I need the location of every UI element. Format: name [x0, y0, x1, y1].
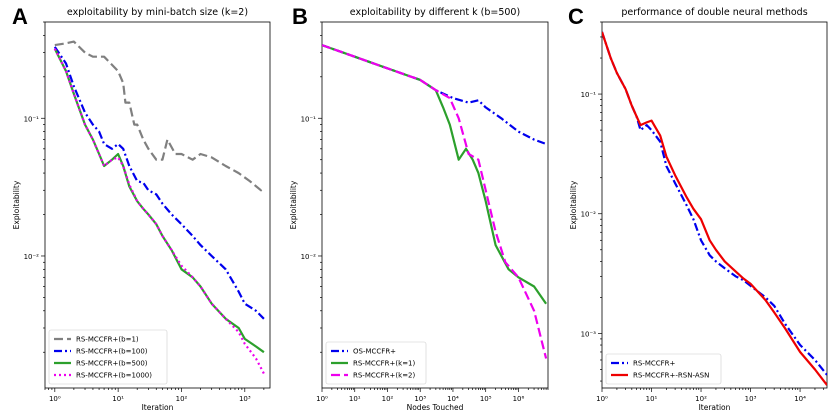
legend-entry: RS-MCCFR+(k=1) — [353, 360, 416, 368]
series-line-3 — [53, 48, 265, 354]
legend-entry: RS-MCCFR+(k=2) — [353, 372, 416, 380]
legend-box — [325, 341, 427, 385]
series-line-1 — [54, 40, 265, 192]
x-tick-label: 10³ — [239, 395, 251, 403]
y-axis-label: Exploitability — [289, 180, 298, 229]
panel-letter: A — [12, 4, 28, 29]
y-tick-label: 10⁻¹ — [301, 115, 317, 123]
series-line-2 — [53, 46, 265, 320]
x-tick-label: 10⁰ — [596, 395, 608, 403]
x-tick-label: 10⁴ — [794, 395, 806, 403]
series-line-2 — [322, 44, 548, 305]
panel-letter: C — [568, 4, 584, 29]
x-tick-label: 10² — [382, 395, 394, 403]
x-tick-label: 10⁴ — [447, 395, 459, 403]
x-axis-label: Iteration — [142, 403, 174, 412]
legend-entry: OS-MCCFR+ — [353, 348, 396, 356]
legend-box — [605, 353, 722, 385]
y-axis-label: Exploitability — [569, 180, 578, 229]
series-line-3 — [322, 44, 548, 359]
x-tick-label: 10⁰ — [316, 395, 328, 403]
x-tick-label: 10⁶ — [513, 395, 525, 403]
y-tick-label: 10⁻¹ — [24, 115, 40, 123]
axes-frame — [601, 21, 828, 389]
x-axis-label: Iteration — [699, 403, 731, 412]
x-tick-label: 10⁵ — [480, 395, 492, 403]
panel-letter: B — [292, 4, 308, 29]
legend-box — [48, 329, 168, 385]
x-tick-label: 10² — [695, 395, 707, 403]
series-line-1 — [322, 44, 547, 146]
chart-title: performance of double neural methods — [621, 7, 807, 18]
legend-entry: RS-MCCFR+(b=100) — [76, 348, 148, 356]
x-tick-label: 10² — [176, 395, 188, 403]
y-tick-label: 10⁻³ — [581, 330, 597, 338]
y-axis-label: Exploitability — [12, 180, 21, 229]
chart-title: exploitability by mini-batch size (k=2) — [67, 7, 248, 18]
chart-title: exploitability by different k (b=500) — [350, 7, 520, 18]
x-tick-label: 10³ — [414, 395, 426, 403]
legend-entry: RS-MCCFR+-RSN-ASN — [633, 372, 709, 380]
x-tick-label: 10³ — [745, 395, 757, 403]
series-line-1 — [602, 31, 827, 376]
y-tick-label: 10⁻² — [24, 253, 40, 261]
y-tick-label: 10⁻² — [581, 211, 597, 219]
x-axis-label: Nodes Touched — [407, 403, 464, 412]
axes-frame — [321, 21, 549, 389]
y-tick-label: 10⁻¹ — [581, 91, 597, 99]
x-tick-label: 10¹ — [349, 395, 361, 403]
legend-entry: RS-MCCFR+ — [633, 360, 676, 368]
series-line-2 — [602, 31, 827, 386]
legend-entry: RS-MCCFR+(b=1) — [76, 336, 139, 344]
axes-frame — [44, 21, 271, 389]
legend-entry: RS-MCCFR+(b=1000) — [76, 372, 152, 380]
legend-entry: RS-MCCFR+(b=500) — [76, 360, 148, 368]
x-tick-label: 10¹ — [646, 395, 658, 403]
x-tick-label: 10⁰ — [49, 395, 61, 403]
x-tick-label: 10¹ — [112, 395, 124, 403]
series-line-4 — [53, 48, 265, 375]
y-tick-label: 10⁻² — [301, 253, 317, 261]
